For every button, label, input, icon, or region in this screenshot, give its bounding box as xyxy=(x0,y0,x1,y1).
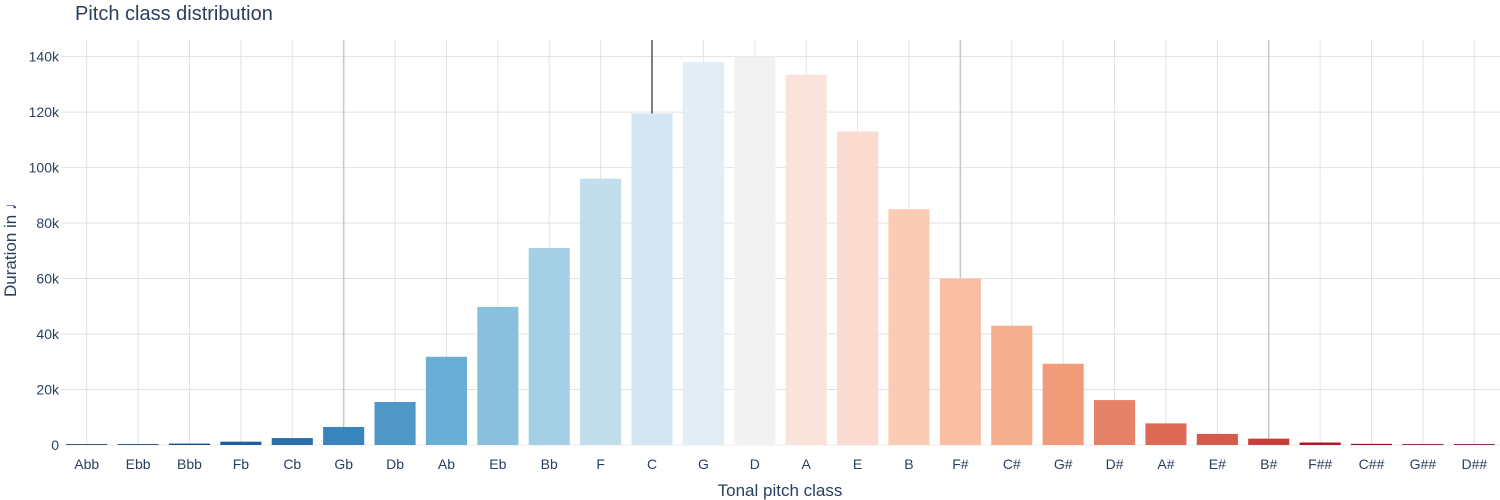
bar-Gb[interactable] xyxy=(323,426,365,445)
y-tick-label: 80k xyxy=(36,215,60,231)
bar-Db[interactable] xyxy=(374,402,416,445)
bar-Gsharpsharp[interactable] xyxy=(1402,444,1444,445)
x-tick-label: Abb xyxy=(74,456,99,472)
bar-Dsharpsharp[interactable] xyxy=(1453,444,1495,445)
x-tick-label: D## xyxy=(1461,456,1487,472)
bar-Csharp[interactable] xyxy=(991,325,1033,445)
bar-Csharpsharp[interactable] xyxy=(1350,443,1393,445)
bar-Asharp[interactable] xyxy=(1145,423,1187,445)
y-tick-label: 120k xyxy=(29,104,60,120)
bar-Fsharp[interactable] xyxy=(939,278,981,445)
x-tick-label: C## xyxy=(1359,456,1385,472)
x-tick-label: F# xyxy=(952,456,969,472)
x-tick-label: Ab xyxy=(438,456,455,472)
x-tick-label: Fb xyxy=(233,456,250,472)
x-tick-label: Db xyxy=(386,456,404,472)
bar-C[interactable] xyxy=(631,113,673,445)
y-tick-label: 0 xyxy=(51,437,59,453)
x-tick-label: Cb xyxy=(283,456,301,472)
x-tick-label: D# xyxy=(1106,456,1124,472)
bar-Fsharpsharp[interactable] xyxy=(1299,442,1341,445)
x-tick-label: F## xyxy=(1308,456,1332,472)
bar-Eb[interactable] xyxy=(477,306,519,445)
x-tick-label: G# xyxy=(1054,456,1073,472)
bars xyxy=(66,56,1495,446)
x-tick-label: C# xyxy=(1003,456,1021,472)
bar-Gsharp[interactable] xyxy=(1042,363,1084,445)
bar-A[interactable] xyxy=(785,74,827,446)
bar-Esharp[interactable] xyxy=(1196,433,1238,445)
x-tick-label: Ebb xyxy=(126,456,151,472)
x-tick-label: C xyxy=(647,456,657,472)
y-tick-labels: 0 20k 40k 60k 80k 100k 120k 140k xyxy=(29,49,60,453)
bar-Bb[interactable] xyxy=(528,248,570,445)
x-tick-labels: Abb Ebb Bbb Fb Cb Gb Db Ab Eb Bb F C G D A E B F# C# G# D# A#… xyxy=(74,456,1487,472)
x-tick-label: Eb xyxy=(489,456,506,472)
x-axis-title: Tonal pitch class xyxy=(718,481,843,500)
gridlines xyxy=(61,40,1500,446)
x-tick-label: B# xyxy=(1260,456,1277,472)
x-tick-label: E xyxy=(853,456,862,472)
bar-Bbb[interactable] xyxy=(168,443,211,445)
bar-E[interactable] xyxy=(837,131,879,446)
x-tick-label: B xyxy=(904,456,913,472)
y-tick-label: 60k xyxy=(36,271,60,287)
bar-G[interactable] xyxy=(682,62,724,446)
y-tick-label: 100k xyxy=(29,160,60,176)
x-tick-label: Bb xyxy=(541,456,558,472)
x-tick-label: Bbb xyxy=(177,456,202,472)
bar-Bsharp[interactable] xyxy=(1248,438,1290,445)
x-tick-label: D xyxy=(750,456,760,472)
y-tick-label: 20k xyxy=(36,382,60,398)
y-axis-title: Duration in ♩ xyxy=(1,193,20,297)
bar-B[interactable] xyxy=(888,209,930,445)
bar-Ab[interactable] xyxy=(425,356,468,445)
bar-D[interactable] xyxy=(734,56,776,446)
bar-Dsharp[interactable] xyxy=(1093,400,1136,445)
bar-Fb[interactable] xyxy=(220,441,262,445)
bar-Ebb[interactable] xyxy=(117,444,159,445)
x-tick-label: G xyxy=(698,456,709,472)
x-tick-label: A xyxy=(802,456,812,472)
x-tick-label: A# xyxy=(1157,456,1174,472)
x-tick-label: Gb xyxy=(334,456,353,472)
chart-title: Pitch class distribution xyxy=(75,3,273,25)
bar-Abb[interactable] xyxy=(66,444,108,445)
y-tick-label: 140k xyxy=(29,49,60,65)
bar-Cb[interactable] xyxy=(271,438,313,445)
x-tick-label: F xyxy=(596,456,605,472)
bar-F[interactable] xyxy=(580,178,622,446)
y-tick-label: 40k xyxy=(36,326,60,342)
x-tick-label: E# xyxy=(1209,456,1226,472)
x-tick-label: G## xyxy=(1410,456,1437,472)
